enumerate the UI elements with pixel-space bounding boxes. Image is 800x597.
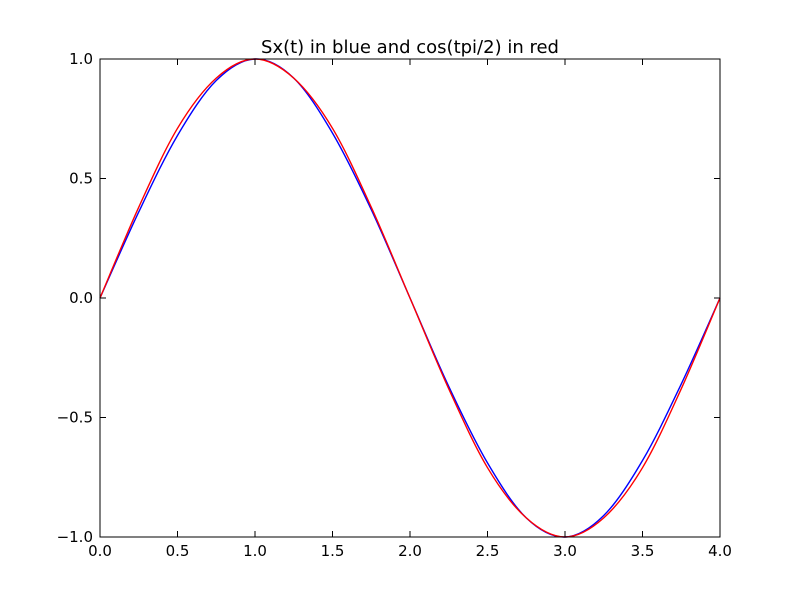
y-tick-label: 0.0 [69,289,93,307]
x-tick-label: 0.5 [166,542,190,560]
series-line-2 [99,58,721,538]
y-tick-label: −1.0 [57,528,93,546]
plot-area: 0.0 0.5 1.0 1.5 2.0 2.5 3.0 3.5 4.0 −1.0 −0.5 0.0 0.… [57,50,732,560]
y-tick-label: 1.0 [69,50,93,68]
x-tick-label: 2.5 [476,542,500,560]
x-tick-label: 1.5 [321,542,345,560]
x-tick-label: 4.0 [708,542,732,560]
y-tick-label: −0.5 [57,409,93,427]
x-tick-label: 1.0 [243,542,267,560]
x-tick-label: 3.0 [553,542,577,560]
x-tick-label: 3.5 [631,542,655,560]
y-tick-label: 0.5 [69,170,93,188]
chart-title: Sx(t) in blue and cos(tpi/2) in red [261,37,559,58]
x-tick-label: 2.0 [398,542,422,560]
x-tick-label: 0.0 [88,542,112,560]
